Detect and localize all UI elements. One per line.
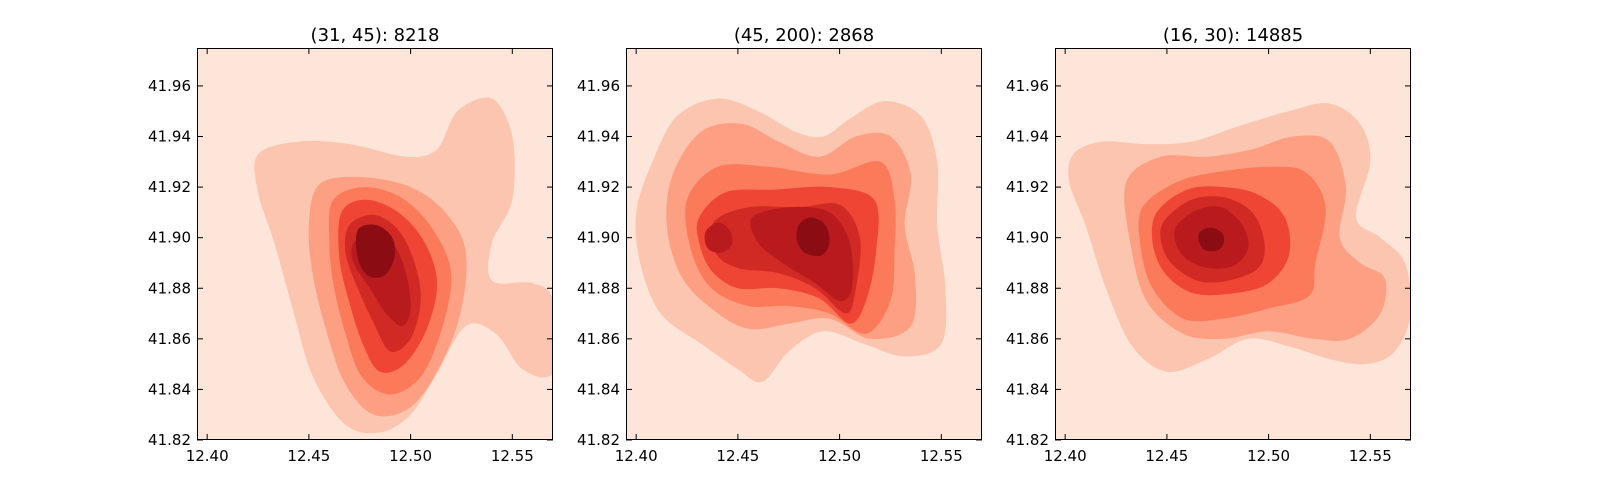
y-tick-label: 41.92 [148, 178, 191, 196]
x-tick-label: 12.55 [1349, 447, 1392, 465]
x-tick-label: 12.50 [1247, 447, 1290, 465]
contour-level-6 [704, 222, 733, 253]
y-tick-label: 41.96 [148, 77, 191, 95]
chart-panel-1: (31, 45): 8218 12.40 12.45 12.50 12.55 41.82 4… [148, 25, 553, 465]
contour-level-7 [355, 224, 396, 278]
y-tick-label: 41.96 [1006, 77, 1049, 95]
y-tick-label: 41.84 [577, 380, 620, 398]
y-tick-label: 41.84 [148, 380, 191, 398]
contour-layers [635, 98, 947, 383]
x-tick-label: 12.45 [1145, 447, 1188, 465]
x-tick-label: 12.40 [615, 447, 658, 465]
y-tick-label: 41.92 [1006, 178, 1049, 196]
y-tick-label: 41.82 [1006, 431, 1049, 449]
x-tick-label: 12.55 [920, 447, 963, 465]
y-tick-label: 41.84 [1006, 380, 1049, 398]
plot-frame [626, 48, 982, 440]
y-tick-label: 41.90 [1006, 229, 1049, 247]
x-tick-label: 12.40 [1044, 447, 1087, 465]
x-tick-label: 12.45 [716, 447, 759, 465]
x-tick-label: 12.50 [389, 447, 432, 465]
x-tick-label: 12.50 [818, 447, 861, 465]
chart-title: (16, 30): 14885 [1163, 25, 1303, 46]
contour-level-7 [1198, 227, 1225, 252]
y-tick-label: 41.90 [148, 229, 191, 247]
y-tick-label: 41.86 [577, 330, 620, 348]
chart-panel-2: (45, 200): 2868 12.40 12.45 12.50 12.55 41.82… [577, 25, 982, 465]
contour-layers [1068, 103, 1411, 372]
contour-layers [254, 97, 553, 434]
y-tick-label: 41.94 [577, 128, 620, 146]
y-tick-label: 41.88 [1006, 279, 1049, 297]
y-tick-label: 41.88 [148, 279, 191, 297]
y-tick-label: 41.88 [577, 279, 620, 297]
contour-level-7 [796, 217, 830, 257]
y-tick-label: 41.86 [148, 330, 191, 348]
x-tick-label: 12.45 [287, 447, 330, 465]
y-tick-label: 41.82 [577, 431, 620, 449]
y-tick-label: 41.94 [148, 128, 191, 146]
plot-frame [1055, 48, 1411, 440]
plot-frame [197, 48, 553, 440]
chart-title: (45, 200): 2868 [734, 25, 874, 46]
x-tick-label: 12.40 [186, 447, 229, 465]
chart-panel-3: (16, 30): 14885 12.40 12.45 12.50 12.55 41.82… [1006, 25, 1411, 465]
y-tick-label: 41.86 [1006, 330, 1049, 348]
y-tick-label: 41.82 [148, 431, 191, 449]
chart-title: (31, 45): 8218 [311, 25, 440, 46]
y-tick-label: 41.92 [577, 178, 620, 196]
y-tick-label: 41.90 [577, 229, 620, 247]
y-tick-label: 41.94 [1006, 128, 1049, 146]
x-tick-label: 12.55 [491, 447, 534, 465]
y-tick-label: 41.96 [577, 77, 620, 95]
